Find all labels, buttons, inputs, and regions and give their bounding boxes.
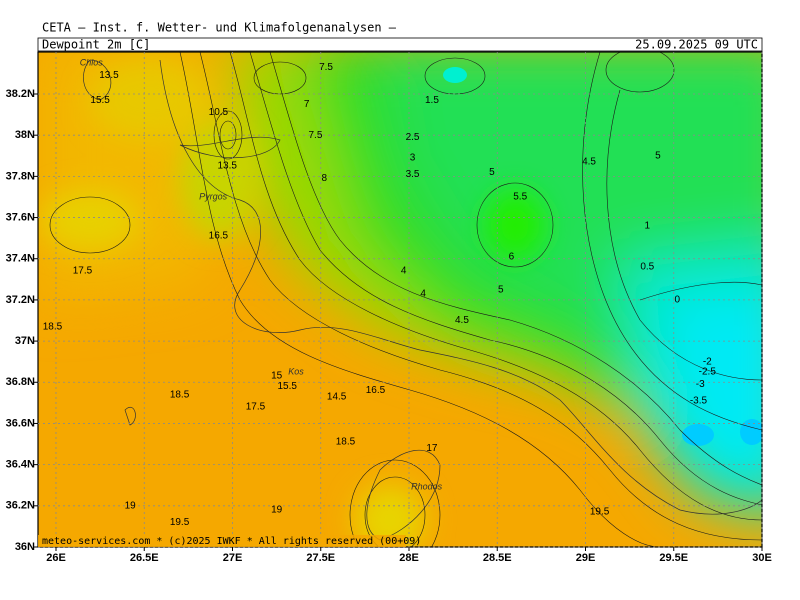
contour-label: 4.5 (582, 157, 596, 168)
y-tick-label: 36.8N (6, 376, 35, 388)
contour-label: 7.5 (309, 130, 323, 141)
x-tick-label: 26.5E (130, 552, 159, 564)
contour-label: 15.5 (277, 381, 297, 392)
contour-label: 1 (644, 220, 650, 231)
contour-label: 5 (655, 150, 661, 161)
map-title: Dewpoint 2m [C] (42, 38, 150, 52)
x-tick-label: 30E (752, 552, 772, 564)
contour-label: 4 (401, 266, 407, 277)
contour-label: -2 (703, 356, 712, 367)
contour-label: 18.5 (170, 389, 190, 400)
contour-label: -3.5 (690, 395, 708, 406)
contour-label: 13.5 (217, 161, 237, 172)
title-bar (37, 37, 763, 52)
x-tick-label: 28E (399, 552, 419, 564)
contour-label: 13.5 (99, 70, 119, 81)
y-tick-label: 36.2N (6, 500, 35, 512)
x-tick-label: 26E (46, 552, 66, 564)
contour-label: 18.5 (336, 437, 356, 448)
y-tick-label: 38N (15, 129, 35, 141)
contour-label: 7 (304, 99, 310, 110)
contour-label: 19 (125, 500, 137, 511)
place-name: Rhodos (411, 482, 443, 492)
x-tick-label: 28.5E (483, 552, 512, 564)
contour-label: 17.5 (73, 266, 93, 277)
contour-label: 7.5 (319, 62, 333, 73)
contour-label: 16.5 (209, 231, 229, 242)
contour-label: 18.5 (43, 321, 63, 332)
contour-label: 1.5 (425, 95, 439, 106)
footer: meteo-services.com * (c)2025 IWKF * All … (42, 536, 421, 547)
y-tick-label: 36.4N (6, 459, 35, 471)
y-tick-label: 37.2N (6, 294, 35, 306)
contour-label: 17.5 (246, 402, 266, 413)
contour-label: -2.5 (699, 367, 717, 378)
contour-label: 4 (420, 288, 426, 299)
contour-label: 15 (271, 371, 283, 382)
contour-label: 0.5 (640, 262, 654, 273)
y-tick-label: 37N (15, 335, 35, 347)
y-tick-label: 36N (15, 541, 35, 553)
contour-label: 8 (322, 173, 328, 184)
x-tick-label: 27.5E (306, 552, 335, 564)
contour-label: 0 (674, 295, 680, 306)
y-tick-label: 36.6N (6, 417, 35, 429)
contour-label: -3 (696, 379, 705, 390)
institute: CETA – Inst. f. Wetter- und Klimafolgena… (42, 21, 397, 35)
footer-bg (38, 535, 406, 547)
y-tick-label: 37.6N (6, 211, 35, 223)
coastline (83, 59, 762, 541)
y-tick-label: 37.8N (6, 170, 35, 182)
contour-label: 6 (509, 251, 515, 262)
contour-label: 19.5 (590, 507, 610, 518)
contour-label: 14.5 (327, 391, 347, 402)
contour-label: 5 (489, 167, 495, 178)
map-date: 25.09.2025 09 UTC (635, 38, 758, 52)
contour-label: 3.5 (406, 169, 420, 180)
place-name: Chios (80, 57, 104, 67)
contour-label: 5 (498, 284, 504, 295)
contour-label: 10.5 (209, 107, 229, 118)
contour-label: 5.5 (513, 192, 527, 203)
place-name: Kos (288, 366, 304, 376)
place-name: Pyrgos (199, 191, 228, 201)
y-tick-label: 37.4N (6, 253, 35, 265)
contour-label: 19.5 (170, 517, 190, 528)
field (38, 52, 762, 547)
contour-label: 16.5 (366, 385, 386, 396)
contour-label: 4.5 (455, 315, 469, 326)
contour-label: 15.5 (90, 95, 110, 106)
y-tick-label: 38.2N (6, 88, 35, 100)
x-tick-label: 27E (223, 552, 243, 564)
contour-label: 3 (410, 152, 416, 163)
x-tick-label: 29E (576, 552, 596, 564)
contour-label: 19 (271, 505, 283, 516)
contours (49, 52, 762, 547)
contour-label: 17 (426, 443, 438, 454)
contour-label: 2.5 (406, 132, 420, 143)
x-tick-label: 29.5E (659, 552, 688, 564)
